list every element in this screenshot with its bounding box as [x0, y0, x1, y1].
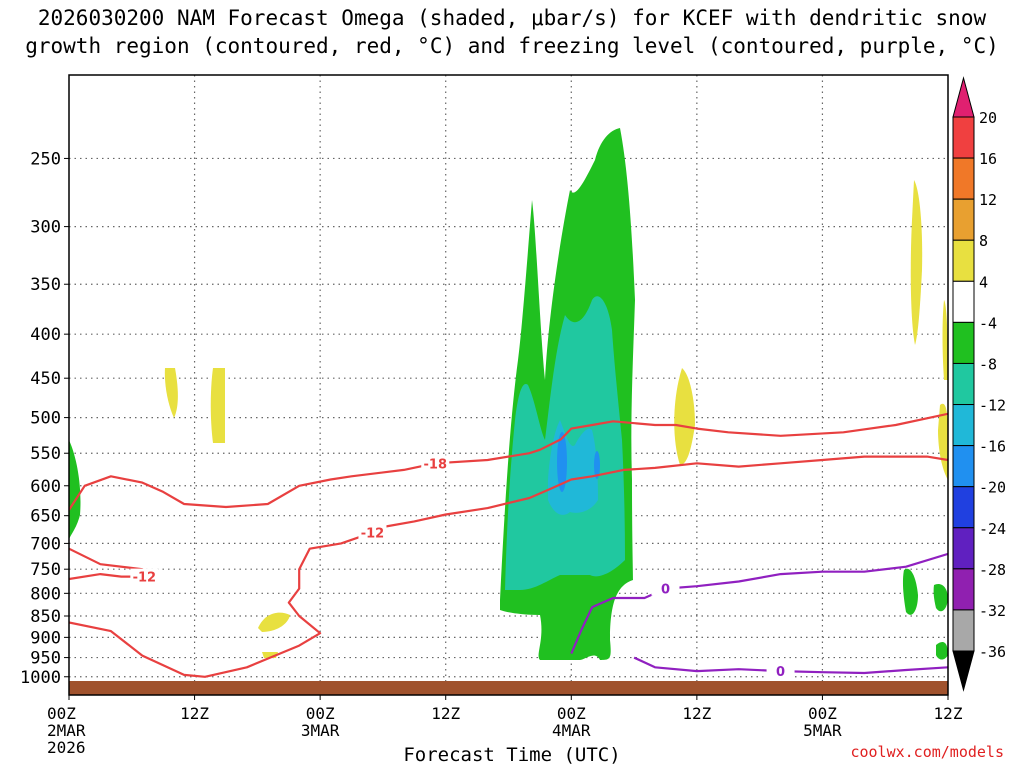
y-tick-label: 300 [30, 218, 61, 238]
gridlines [69, 75, 948, 695]
y-tick-label: 350 [30, 275, 61, 295]
contour-dgz-minus18 [69, 412, 948, 511]
x-tick-label: 2MAR [47, 721, 86, 740]
colorbar-segment [952, 239, 975, 282]
y-tick-label: 450 [30, 369, 61, 389]
y-tick-label: 850 [30, 607, 61, 627]
contour-label: -12 [133, 571, 157, 586]
plot-frame [68, 74, 949, 696]
omega-shade-left-edge [69, 440, 81, 540]
colorbar-label: -8 [979, 355, 997, 373]
colorbar-segment [952, 321, 975, 364]
contour-labels: -18 -12 -12 0 0 [130, 455, 795, 680]
contour-label: 0 [776, 665, 785, 680]
contour-label-bg [651, 580, 680, 596]
contour-label-bg [130, 568, 159, 584]
colorbar-segment [952, 527, 975, 570]
omega-shade-yellow-2 [210, 368, 225, 443]
colorbar-label: 20 [979, 109, 997, 127]
omega-shade-blue-core-2 [594, 451, 600, 479]
colorbar-bottom-arrow [952, 650, 975, 692]
colorbar-label: -36 [979, 643, 1006, 661]
y-tick-label: 500 [30, 409, 61, 429]
chart-title-line-2: growth region (contoured, red, °C) and f… [25, 34, 999, 58]
contour-dgz-minus12-main [69, 455, 948, 678]
colorbar-segment [952, 609, 975, 652]
omega-shade-yellow-8 [938, 403, 948, 480]
colorbar-segment [952, 568, 975, 611]
x-tick-label: 12Z [682, 704, 711, 723]
y-tick-label: 1000 [20, 668, 61, 688]
x-tick-label: 12Z [180, 704, 209, 723]
y-tick-label: 950 [30, 649, 61, 669]
omega-shade-yellow-3 [258, 612, 290, 632]
omega-shading [69, 128, 948, 660]
x-tick-label: 3MAR [301, 721, 340, 740]
y-tick-label: 750 [30, 560, 61, 580]
y-tick-label: 800 [30, 584, 61, 604]
x-tick-label: 00Z [808, 704, 837, 723]
omega-shade-blue-core [557, 432, 567, 492]
colorbar-label: -12 [979, 397, 1006, 415]
colorbar-label: 4 [979, 273, 988, 291]
omega-shade-yellow-6 [910, 180, 923, 345]
colorbar-segment [952, 486, 975, 529]
colorbar-label: -28 [979, 561, 1006, 579]
colorbar: 20 16 12 8 4 -4 -8 -12 -16 -20 -24 -28 -32 -36 [952, 76, 1006, 692]
colorbar-label: 12 [979, 191, 997, 209]
credit-link[interactable]: coolwx.com/models [850, 743, 1004, 761]
contour-label: -12 [361, 527, 385, 542]
omega-shade-right-blob-2 [933, 583, 948, 612]
colorbar-segment [952, 404, 975, 447]
contour-label-bg [766, 663, 795, 679]
x-tick-label: 00Z [47, 704, 76, 723]
x-tick-label: 12Z [934, 704, 963, 723]
omega-shade-right-blob-3 [936, 642, 948, 660]
x-tick-label: 4MAR [552, 721, 591, 740]
colorbar-segment [952, 362, 975, 406]
omega-shade-right-blob-1 [902, 568, 918, 615]
y-tick-label: 250 [30, 149, 61, 169]
y-tick-label: 700 [30, 534, 61, 554]
contour-label: -18 [424, 457, 448, 472]
colorbar-label: -20 [979, 479, 1006, 497]
colorbar-label: -32 [979, 602, 1006, 620]
x-axis-title: Forecast Time (UTC) [403, 744, 621, 766]
x-tick-label: 2026 [47, 738, 86, 757]
omega-shade-yellow-5 [674, 368, 695, 465]
colorbar-label: -16 [979, 438, 1006, 456]
colorbar-label: 8 [979, 232, 988, 250]
terrain-strip [69, 681, 948, 695]
colorbar-segment [952, 445, 975, 488]
x-tick-label: 5MAR [803, 721, 842, 740]
omega-shade-yellow-7 [942, 300, 948, 380]
colorbar-segment [952, 280, 975, 323]
y-tick-label: 400 [30, 325, 61, 345]
colorbar-label: -4 [979, 314, 997, 332]
contour-label: 0 [661, 583, 670, 598]
contour-label-bg [421, 455, 450, 471]
colorbar-segment [952, 198, 975, 241]
x-tick-label: 12Z [431, 704, 460, 723]
colorbar-label: 16 [979, 150, 997, 168]
colorbar-top-arrow [952, 76, 975, 118]
x-tick-label: 00Z [306, 704, 335, 723]
y-tick-label: 900 [30, 628, 61, 648]
y-tick-label: 650 [30, 507, 61, 527]
y-tick-label: 550 [30, 444, 61, 464]
y-axis: 2503003504004505005506006507007508008509… [20, 149, 69, 688]
x-tick-label: 00Z [557, 704, 586, 723]
colorbar-segment [952, 116, 975, 159]
colorbar-label: -24 [979, 520, 1006, 538]
contour-freezing-level [570, 552, 948, 655]
contour-label-bg [358, 524, 387, 540]
omega-shade-yellow-1 [164, 368, 178, 418]
colorbar-segment [952, 157, 975, 200]
y-tick-label: 600 [30, 477, 61, 497]
chart-title-line-1: 2026030200 NAM Forecast Omega (shaded, μ… [37, 6, 987, 30]
